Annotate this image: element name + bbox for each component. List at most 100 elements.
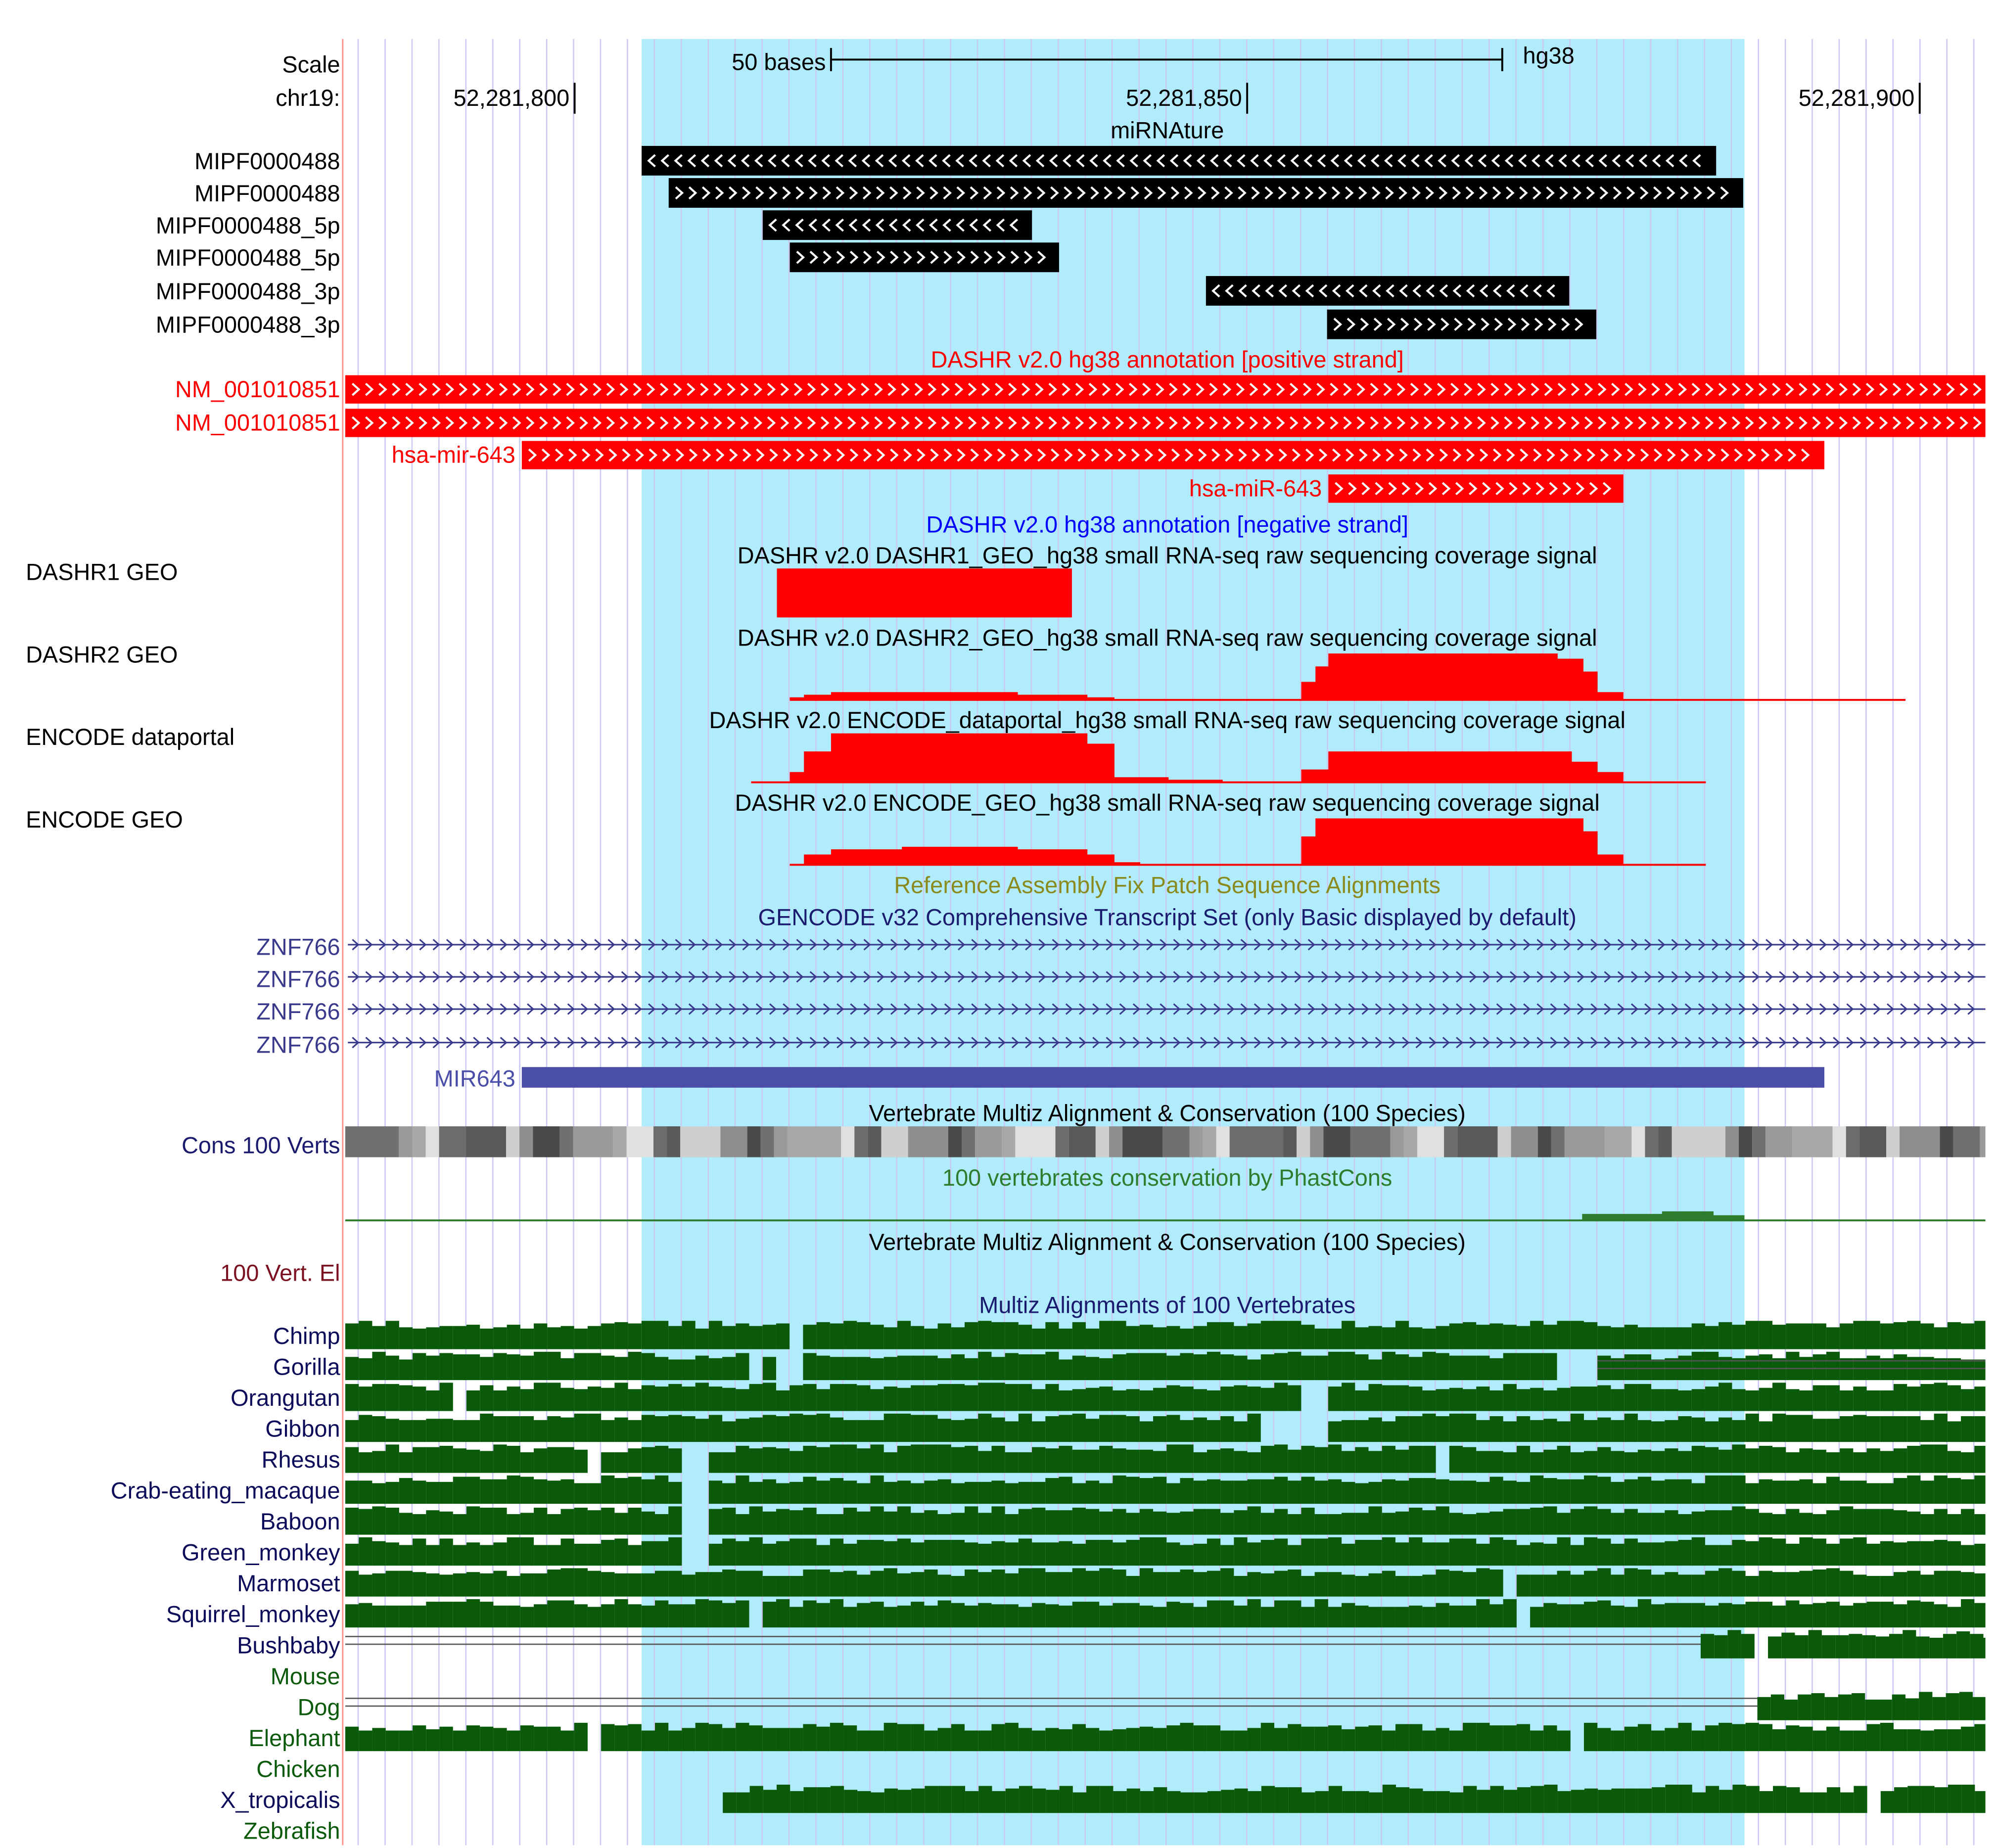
multiz-alignment[interactable]	[723, 1784, 1986, 1813]
species-label[interactable]: Crab-eating_macaque	[111, 1478, 340, 1504]
feature-label[interactable]: hsa-miR-643	[1189, 475, 1322, 501]
multiz-alignment[interactable]	[345, 1413, 1986, 1442]
alignment-block	[1139, 1421, 1154, 1442]
feature-label[interactable]: MIPF0000488_3p	[156, 312, 340, 338]
elements-track-label[interactable]: 100 Vert. El	[220, 1260, 340, 1286]
strand-chevron	[957, 250, 966, 264]
multiz-alignment[interactable]	[345, 1722, 1986, 1752]
feature-label[interactable]: MIPF0000488_5p	[156, 245, 340, 271]
feature-label[interactable]: MIPF0000488_3p	[156, 278, 340, 304]
coverage-track-label[interactable]: ENCODE GEO	[26, 807, 183, 832]
alignment-block	[830, 1323, 844, 1349]
strand-chevron	[579, 416, 588, 430]
species-label[interactable]: Dog	[298, 1694, 340, 1720]
strand-chevron	[1617, 1003, 1625, 1015]
strand-chevron	[836, 939, 844, 951]
species-label[interactable]: Elephant	[249, 1725, 340, 1751]
multiz-alignment[interactable]	[345, 1444, 1986, 1473]
strand-chevron	[1785, 382, 1794, 396]
species-label[interactable]: Chicken	[256, 1756, 340, 1782]
alignment-block	[1745, 1541, 1759, 1566]
dashr-feature[interactable]	[521, 441, 1824, 469]
alignment-block	[628, 1323, 642, 1349]
strand-chevron	[982, 218, 992, 232]
alignment-block	[1947, 1322, 1961, 1349]
species-label[interactable]: Rhesus	[262, 1447, 340, 1473]
species-label[interactable]: Orangutan	[231, 1385, 340, 1411]
gencode-track[interactable]: GENCODE v32 Comprehensive Transcript Set…	[256, 905, 1577, 1092]
species-label[interactable]: Baboon	[260, 1509, 340, 1534]
multiz-alignment[interactable]	[345, 1599, 1986, 1628]
coverage-track-label[interactable]: DASHR1 GEO	[26, 559, 178, 585]
strand-chevron	[1429, 1003, 1437, 1015]
cons-track-label[interactable]: Cons 100 Verts	[182, 1133, 340, 1158]
gene-label[interactable]: ZNF766	[256, 1032, 340, 1058]
strand-chevron	[1240, 971, 1248, 983]
conservation-track[interactable]: Vertebrate Multiz Alignment & Conservati…	[182, 1101, 1466, 1318]
multiz-alignment[interactable]	[345, 1475, 1986, 1504]
species-label[interactable]: Gibbon	[265, 1416, 340, 1442]
gene-label[interactable]: MIR643	[434, 1065, 515, 1091]
mirnature-feature[interactable]	[642, 145, 1717, 176]
alignment-block	[1812, 1483, 1826, 1504]
species-label[interactable]: Squirrel_monkey	[166, 1602, 340, 1627]
multiz-alignment[interactable]	[1700, 1630, 1986, 1659]
alignment-block	[1853, 1452, 1867, 1473]
gene-label[interactable]: ZNF766	[256, 967, 340, 992]
feature-label[interactable]: hsa-mir-643	[392, 442, 515, 468]
strand-chevron	[365, 939, 373, 951]
alignment-block	[1301, 1607, 1315, 1628]
strand-chevron	[796, 939, 804, 951]
feature-label[interactable]: MIPF0000488_5p	[156, 213, 340, 238]
coverage-track-label[interactable]: DASHR2 GEO	[26, 642, 178, 667]
dashr-annotation-track[interactable]: DASHR v2.0 hg38 annotation [positive str…	[175, 347, 1408, 537]
mirnature-track[interactable]: miRNAture MIPF0000488 MIPF0000488 MIPF00…	[156, 117, 1224, 337]
coverage-tracks[interactable]: DASHR1 GEO DASHR v2.0 DASHR1_GEO_hg38 sm…	[26, 543, 1625, 832]
strand-chevron	[460, 1037, 467, 1049]
species-label[interactable]: Mouse	[271, 1663, 340, 1689]
alignment-block	[1637, 1724, 1652, 1752]
alignment-block	[1005, 1353, 1019, 1381]
feature-label[interactable]: NM_001010851	[175, 376, 340, 402]
feature-label[interactable]: MIPF0000488	[194, 181, 340, 206]
species-label[interactable]: Zebrafish	[243, 1818, 340, 1844]
strand-chevron	[1236, 382, 1245, 396]
species-label[interactable]: Chimp	[273, 1323, 340, 1349]
alignment-block	[857, 1322, 871, 1349]
species-label[interactable]: Bushbaby	[237, 1632, 340, 1658]
strand-chevron	[1173, 1003, 1181, 1015]
alignment-block	[385, 1444, 399, 1473]
multiz-alignment[interactable]	[1757, 1692, 1986, 1720]
strand-chevron	[996, 218, 1005, 232]
fix-patch-track-title: Reference Assembly Fix Patch Sequence Al…	[894, 873, 1440, 898]
alignment-block	[385, 1507, 399, 1535]
species-label[interactable]: Marmoset	[237, 1571, 340, 1596]
alignment-block	[1423, 1791, 1437, 1813]
gene-label[interactable]: ZNF766	[256, 999, 340, 1024]
alignment-block	[668, 1604, 682, 1628]
multiz-alignment[interactable]	[345, 1506, 1986, 1535]
feature-label[interactable]: NM_001010851	[175, 410, 340, 436]
gene-label[interactable]: ZNF766	[256, 934, 340, 960]
multiz-alignment[interactable]	[345, 1537, 1986, 1566]
mirnature-feature[interactable]	[762, 210, 1032, 240]
multiz-alignment[interactable]	[345, 1351, 1986, 1381]
species-label[interactable]: Gorilla	[273, 1354, 340, 1380]
alignment-block	[1449, 1355, 1463, 1381]
multiz-alignment[interactable]	[345, 1321, 1986, 1349]
multiz-alignment[interactable]	[345, 1383, 1986, 1411]
strand-chevron	[1630, 939, 1639, 951]
strand-chevron	[955, 154, 964, 168]
strand-chevron	[888, 154, 897, 168]
alignment-block	[1355, 1327, 1369, 1349]
feature-label[interactable]: MIPF0000488	[194, 148, 340, 174]
alignment-block	[1409, 1507, 1423, 1535]
species-label[interactable]: Green_monkey	[182, 1540, 340, 1566]
alignment-block	[587, 1413, 602, 1442]
coverage-track-label[interactable]: ENCODE dataportal	[26, 724, 234, 750]
alignment-block	[1745, 1722, 1759, 1752]
species-label[interactable]: X_tropicalis	[220, 1787, 340, 1813]
multiz-alignment[interactable]	[345, 1568, 1986, 1597]
mir643-feature[interactable]	[521, 1067, 1824, 1088]
species-labels[interactable]: Chimp Gorilla Orangutan Gibbon Rhesus Crab-ea…	[111, 1323, 341, 1844]
